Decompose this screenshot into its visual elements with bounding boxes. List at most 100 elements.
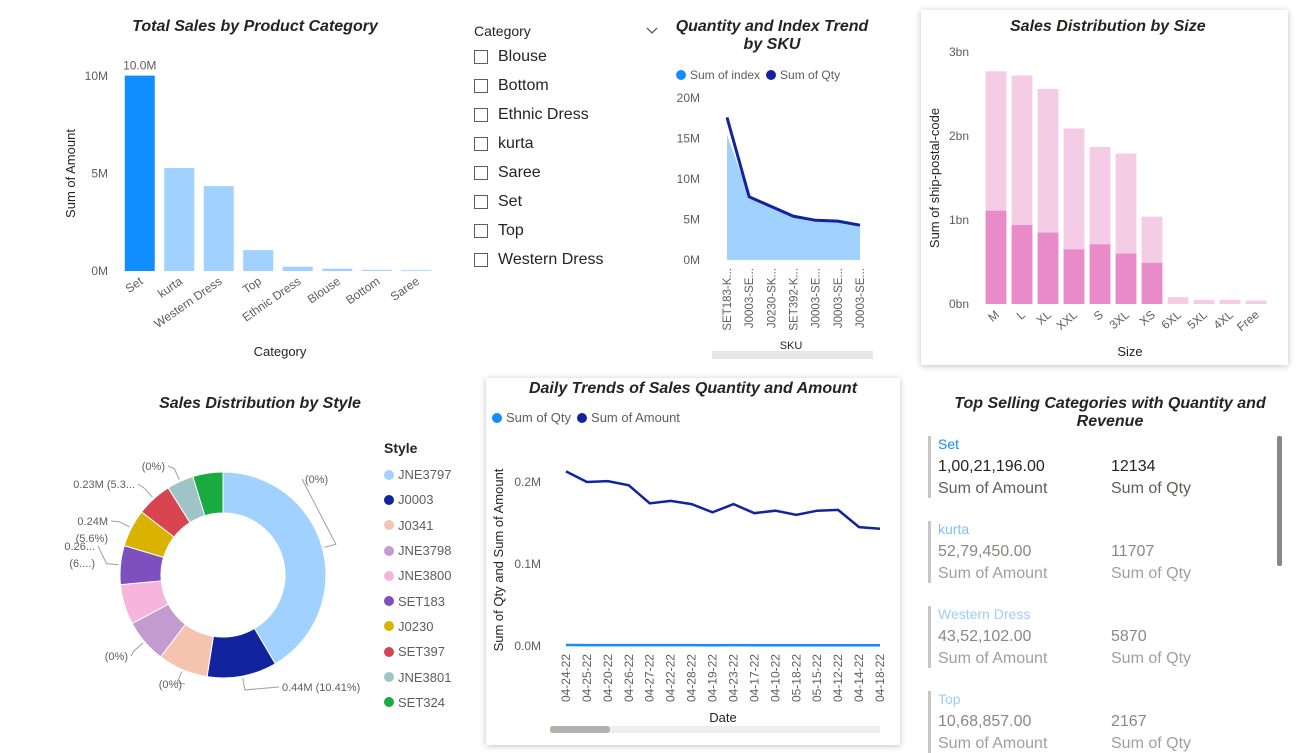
data-label: (5.6%) (76, 533, 108, 545)
bar-upper[interactable] (1168, 297, 1189, 304)
data-label: 0.24M (77, 516, 108, 528)
style-legend-item[interactable]: JNE3801 (384, 664, 474, 689)
legend-dot-icon (384, 546, 394, 556)
slicer-item[interactable]: Blouse (474, 42, 664, 71)
bar-upper[interactable] (1220, 300, 1241, 304)
horizontal-scrollbar[interactable] (712, 351, 873, 359)
style-legend-item[interactable]: SET324 (384, 690, 474, 715)
style-legend-label: J0341 (398, 518, 433, 533)
card-qty-label: Sum of Qty (1111, 480, 1191, 498)
style-legend-label: SET397 (398, 644, 445, 659)
bar[interactable] (125, 76, 155, 271)
x-axis-title: SKU (780, 340, 803, 352)
y-tick-label: 20M (677, 91, 700, 105)
style-legend-item[interactable]: J0003 (384, 487, 474, 512)
category-card[interactable]: Top 10,68,857.00 2167 Sum of Amount Sum … (928, 691, 1278, 753)
chevron-down-icon[interactable] (646, 24, 658, 38)
bar[interactable] (322, 269, 352, 271)
x-tick-label: 04-27-22 (643, 654, 657, 702)
y-tick-label: 15M (677, 132, 700, 146)
style-legend-item[interactable]: SET183 (384, 588, 474, 613)
x-tick-label: kurta (155, 274, 185, 301)
sku-area-chart[interactable]: 0M5M10M15M20MSET183-K...J0003-SE...J0230… (660, 85, 900, 365)
x-tick-label: Free (1234, 307, 1262, 334)
slicer-item[interactable]: Western Dress (474, 245, 664, 274)
bar-lower[interactable] (1064, 249, 1085, 304)
slicer-item[interactable]: Set (474, 187, 664, 216)
slicer-item[interactable]: kurta (474, 129, 664, 158)
style-donut-chart[interactable]: (0%)0.44M (10.41%)(0%)(0%)0.26...(6....)… (0, 420, 380, 740)
style-legend-item[interactable]: JNE3798 (384, 538, 474, 563)
bar[interactable] (283, 267, 313, 271)
legend-dot-icon (384, 647, 394, 657)
bar-upper[interactable] (1194, 300, 1215, 304)
sku-chart-title: Quantity and Index Trend by SKU (672, 18, 872, 54)
category-chart-title: Total Sales by Product Category (100, 18, 410, 36)
x-tick-label: S (1091, 308, 1106, 324)
slicer-item-label: Western Dress (498, 251, 604, 269)
leader-line (243, 678, 279, 690)
card-amount-label: Sum of Amount (938, 565, 1111, 583)
checkbox[interactable] (474, 166, 488, 180)
bar-lower[interactable] (1090, 244, 1111, 304)
x-tick-label: 3XL (1107, 307, 1133, 332)
style-legend-label: J0230 (398, 619, 433, 634)
card-qty-label: Sum of Qty (1111, 735, 1191, 753)
bar-lower[interactable] (1012, 225, 1033, 304)
style-legend-label: J0003 (398, 492, 433, 507)
style-legend-label: SET183 (398, 594, 445, 609)
checkbox[interactable] (474, 253, 488, 267)
card-qty-value: 12134 (1111, 458, 1156, 476)
bar[interactable] (204, 186, 234, 271)
bar-lower[interactable] (1038, 233, 1059, 304)
x-tick-label: 04-10-22 (768, 654, 782, 702)
style-legend-item[interactable]: SET397 (384, 639, 474, 664)
checkbox[interactable] (474, 79, 488, 93)
x-tick-label: 04-18-22 (873, 654, 887, 702)
checkbox[interactable] (474, 137, 488, 151)
slicer-item[interactable]: Saree (474, 158, 664, 187)
style-legend-item[interactable]: J0230 (384, 614, 474, 639)
y-tick-label: 10M (85, 69, 108, 83)
style-legend-item[interactable]: JNE3800 (384, 563, 474, 588)
slicer-item[interactable]: Top (474, 216, 664, 245)
bar[interactable] (362, 270, 392, 271)
checkbox[interactable] (474, 195, 488, 209)
data-label: (6....) (69, 558, 95, 570)
x-tick-label: SET392-K... (789, 268, 801, 331)
card-qty-value: 11707 (1111, 543, 1154, 561)
bar[interactable] (401, 270, 431, 271)
y-tick-label: 0.2M (514, 475, 541, 489)
bar-upper[interactable] (1246, 301, 1267, 304)
style-legend-item[interactable]: J0341 (384, 513, 474, 538)
x-tick-label: 04-22-22 (664, 654, 678, 702)
checkbox[interactable] (474, 50, 488, 64)
bar-lower[interactable] (1116, 254, 1137, 304)
y-tick-label: 5M (91, 167, 108, 181)
category-card[interactable]: Western Dress 43,52,102.00 5870 Sum of A… (928, 606, 1278, 668)
slicer-item[interactable]: Bottom (474, 71, 664, 100)
bar-lower[interactable] (986, 211, 1007, 304)
daily-legend: Sum of Qty Sum of Amount (492, 410, 686, 425)
card-qty-value: 5870 (1111, 628, 1147, 646)
y-axis-title: Sum of ship-postal-code (927, 108, 942, 248)
style-legend-item[interactable]: JNE3797 (384, 462, 474, 487)
category-card[interactable]: Set 1,00,21,196.00 12134 Sum of Amount S… (928, 436, 1278, 498)
x-tick-label: Saree (388, 274, 423, 304)
checkbox[interactable] (474, 108, 488, 122)
bar-lower[interactable] (1142, 263, 1163, 304)
category-card[interactable]: kurta 52,79,450.00 11707 Sum of Amount S… (928, 521, 1278, 583)
card-scrollbar[interactable] (1277, 436, 1282, 566)
bar[interactable] (164, 168, 194, 271)
data-label: 0.23M (5.3... (73, 479, 135, 491)
bar[interactable] (243, 250, 273, 271)
slicer-item[interactable]: Ethnic Dress (474, 100, 664, 129)
checkbox[interactable] (474, 224, 488, 238)
top-categories-title: Top Selling Categories with Quantity and… (940, 395, 1280, 431)
x-tick-label: 05-18-22 (789, 654, 803, 702)
scrollbar-thumb[interactable] (550, 726, 610, 733)
